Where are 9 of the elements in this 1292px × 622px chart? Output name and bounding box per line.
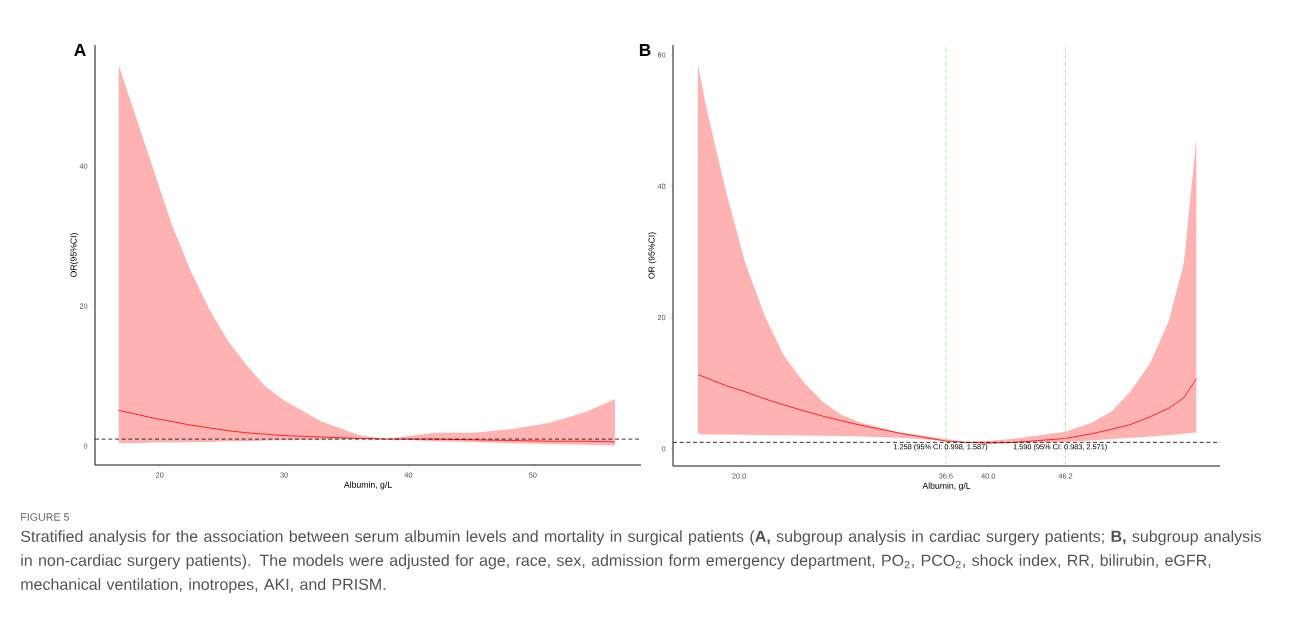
chart-title: B [639,44,651,56]
x-axis-title: Albumin, g/L [343,481,392,490]
y-axis-title: OR(95%CI) [70,233,79,277]
line-series [697,374,1197,444]
chart-title: A [74,44,86,56]
caption: FIGURE 5 [21,513,69,521]
y-axis-title: OR (95%CI) [648,232,657,279]
x-axis-title: Albumin, g/L [922,482,971,491]
text: Stratified analysis for the association between serum albumin levels and mortality in surgical patients (A, subgroup analysis in cardiac surgery patients; B, subgroup analysis in non-cardiac surgery patients). The models were adjusted for age, race, sex, admission form emergency department, PO$_{2}$, PCO$_{2}$, shock index, RR, bilirubin, eGFR, mechanical ventilation, inotropes, AKI, and PRISM. [21,530,1262,594]
